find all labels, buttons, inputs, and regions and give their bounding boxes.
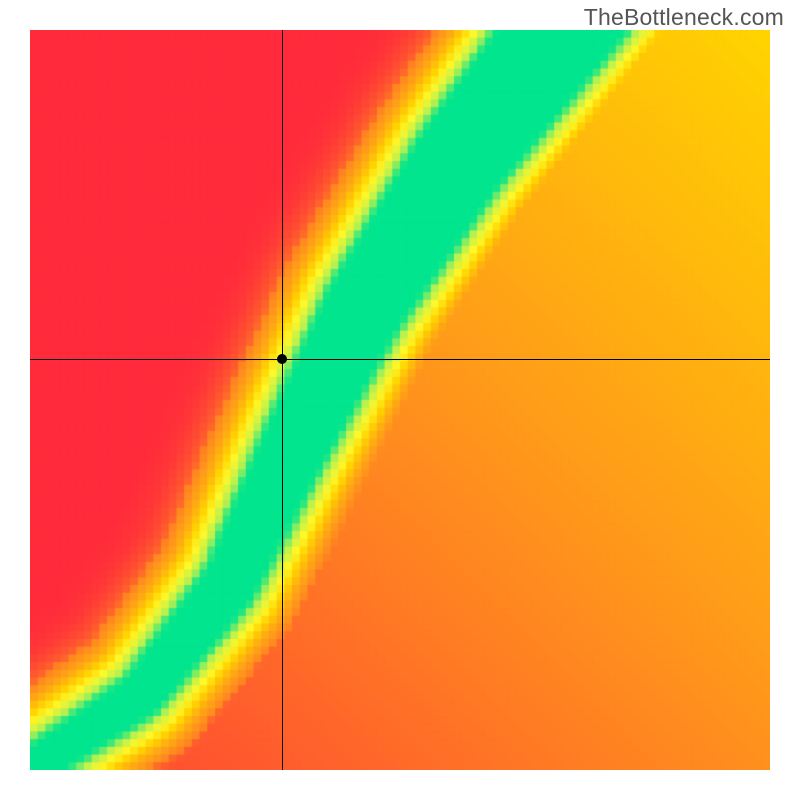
marker-dot [277, 354, 287, 364]
plot-frame [30, 30, 770, 770]
crosshair-horizontal [30, 359, 770, 360]
crosshair-vertical [282, 30, 283, 770]
bottleneck-heatmap [30, 30, 770, 770]
root-container: TheBottleneck.com [0, 0, 800, 800]
watermark-text: TheBottleneck.com [584, 4, 784, 31]
